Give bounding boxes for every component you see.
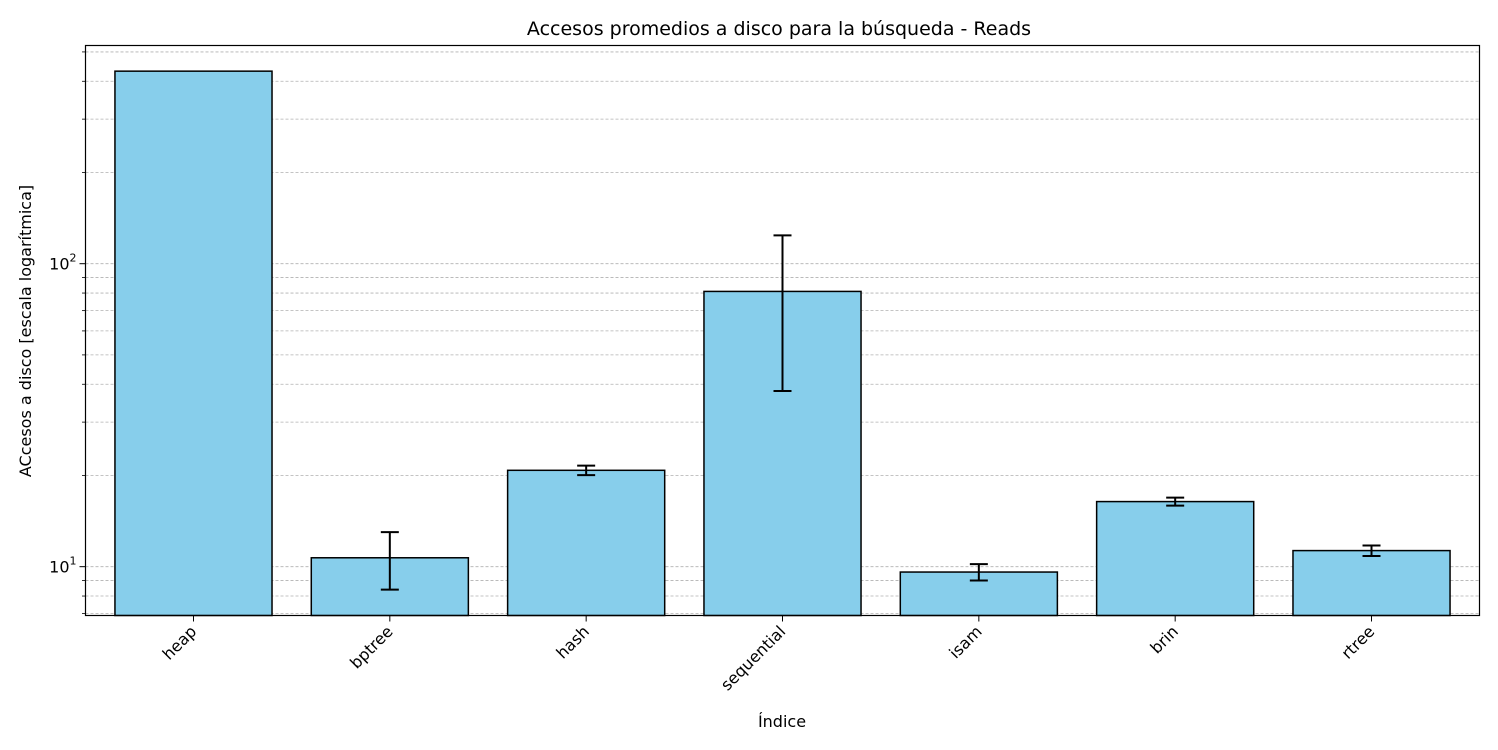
y-axis: 101 102 — [49, 51, 86, 615]
bar-heap — [114, 70, 273, 617]
x-tick-label-heap: heap — [159, 622, 201, 664]
x-tick-label-isam: isam — [945, 622, 985, 662]
y-tick-label: 101 — [49, 555, 76, 577]
bar-brin — [1095, 500, 1255, 617]
y-tick-label: 102 — [49, 252, 76, 274]
x-tick-label-hash: hash — [552, 622, 593, 663]
x-axis: heap bptree hash sequential isam brin rtree — [159, 615, 1378, 694]
chart-title: Accesos promedios a disco para la búsque… — [527, 18, 1031, 40]
x-tick-label-brin: brin — [1146, 622, 1182, 658]
x-tick-label-bptree: bptree — [346, 622, 397, 673]
x-tick-label-rtree: rtree — [1337, 622, 1378, 663]
bar-rtree — [1292, 549, 1451, 617]
bar-hash — [506, 469, 666, 617]
errorbars-layer — [380, 234, 1381, 591]
x-tick-label-sequential: sequential — [717, 622, 789, 694]
y-axis-label: ACcesos a disco [escala logarítmica] — [16, 185, 35, 477]
x-axis-label: Índice — [758, 712, 806, 731]
